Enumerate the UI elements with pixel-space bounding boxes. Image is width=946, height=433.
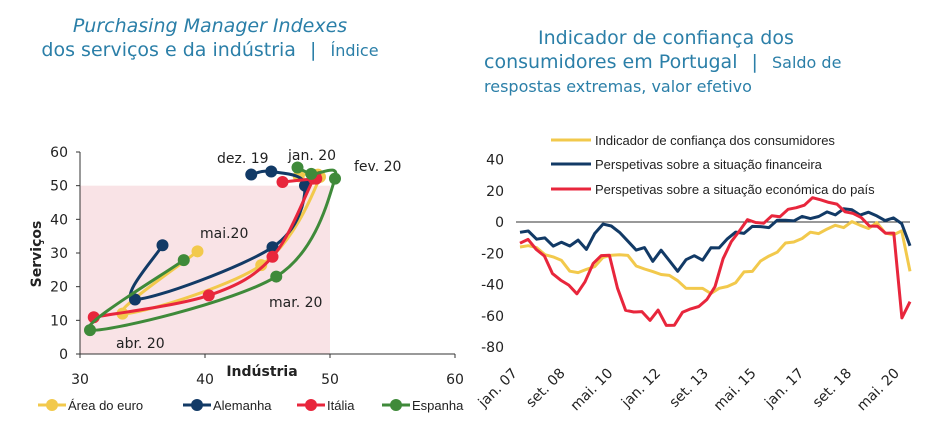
right-chart-title: Indicador de confiança dos consumidores … <box>484 26 904 99</box>
legend-marker <box>390 399 402 411</box>
x-tick-label: jan. 12 <box>618 366 664 412</box>
y-tick-label: 30 <box>50 246 68 262</box>
annotation-label: abr. 20 <box>116 336 165 352</box>
annotation-label: dez. 19 <box>217 151 269 167</box>
legend-label: Perspetivas sobre a situação económica d… <box>595 182 875 197</box>
y-tick-label: 40 <box>50 212 68 228</box>
line-series-0 <box>519 220 912 295</box>
data-point <box>255 259 268 272</box>
y-tick-label: -80 <box>481 340 504 356</box>
legend-label: Alemanha <box>213 398 272 413</box>
right-title-unit-b: respostas extremas, valor efetivo <box>484 77 752 96</box>
left-title-line1: Purchasing Manager Indexes <box>72 15 348 37</box>
x-tick-label: 50 <box>321 372 339 388</box>
legend-marker <box>46 399 58 411</box>
data-point <box>245 168 258 181</box>
legend-marker <box>191 399 203 411</box>
annotation-label: jan. 20 <box>287 148 336 164</box>
data-point <box>329 172 341 185</box>
y-tick-label: 60 <box>50 145 68 161</box>
shaded-region <box>80 185 330 354</box>
x-axis-label: Indústria <box>226 364 297 380</box>
data-point <box>156 239 169 252</box>
x-tick-label: set. 08 <box>523 366 568 411</box>
annotation-label: mar. 20 <box>269 295 322 311</box>
legend-label: Espanha <box>412 398 464 413</box>
annotation-label: mai.20 <box>200 226 248 242</box>
data-point <box>191 245 204 258</box>
right-title-separator: | <box>751 51 758 73</box>
data-point <box>291 161 304 174</box>
x-tick-label: mai. 15 <box>711 366 760 415</box>
legend-label: Perspetivas sobre a situação financeira <box>595 157 823 172</box>
line-series-1 <box>519 207 912 273</box>
x-tick-label: mai. 20 <box>854 366 903 415</box>
right-title-unit-a: Saldo de <box>771 53 842 72</box>
x-tick-label: set. 13 <box>666 366 711 411</box>
legend-label: Itália <box>327 398 355 413</box>
x-tick-label: mai. 10 <box>568 366 617 415</box>
y-tick-label: -40 <box>481 278 504 294</box>
left-chart-title: Purchasing Manager Indexes dos serviços … <box>20 14 400 63</box>
annotation-label: fev. 20 <box>354 159 401 175</box>
y-tick-label: 40 <box>486 153 504 169</box>
right-title-line1: Indicador de confiança dos <box>538 27 794 49</box>
data-point <box>276 175 289 188</box>
x-tick-label: set. 18 <box>810 366 855 411</box>
left-title-line2: dos serviços e da indústria | Índice <box>20 38 400 63</box>
y-tick-label: -20 <box>481 246 504 262</box>
y-tick-label: 50 <box>50 179 68 195</box>
x-tick-label: 30 <box>71 372 89 388</box>
x-tick-label: 60 <box>446 372 464 388</box>
data-point <box>305 167 318 180</box>
left-title-text: dos serviços e da indústria <box>41 39 296 61</box>
left-title-separator: | <box>310 39 317 61</box>
data-point <box>129 293 141 306</box>
right-title-text: consumidores em Portugal <box>484 51 738 73</box>
data-point <box>265 165 278 178</box>
legend-marker <box>305 399 317 411</box>
data-point <box>84 324 96 337</box>
y-tick-label: 0 <box>495 215 504 231</box>
data-point <box>202 289 215 302</box>
legend-label: Área do euro <box>68 398 143 413</box>
line-series-2 <box>519 196 912 327</box>
y-tick-label: 20 <box>486 184 504 200</box>
data-point <box>177 254 190 267</box>
y-tick-label: 10 <box>50 313 68 329</box>
y-tick-label: 0 <box>59 347 68 363</box>
left-title-unit: Índice <box>330 41 379 60</box>
x-tick-label: jan. 17 <box>761 366 807 412</box>
data-point <box>266 250 279 263</box>
y-axis-label: Serviços <box>29 221 45 288</box>
x-tick-label: 40 <box>196 372 214 388</box>
y-tick-label: -60 <box>481 309 504 325</box>
y-tick-label: 20 <box>50 280 68 296</box>
data-point <box>266 241 279 254</box>
data-point <box>270 270 283 283</box>
x-tick-label: jan. 07 <box>475 366 521 412</box>
legend-label: Indicador de confiança dos consumidores <box>595 133 835 148</box>
right-title-line2: consumidores em Portugal | Saldo de <box>484 50 904 75</box>
